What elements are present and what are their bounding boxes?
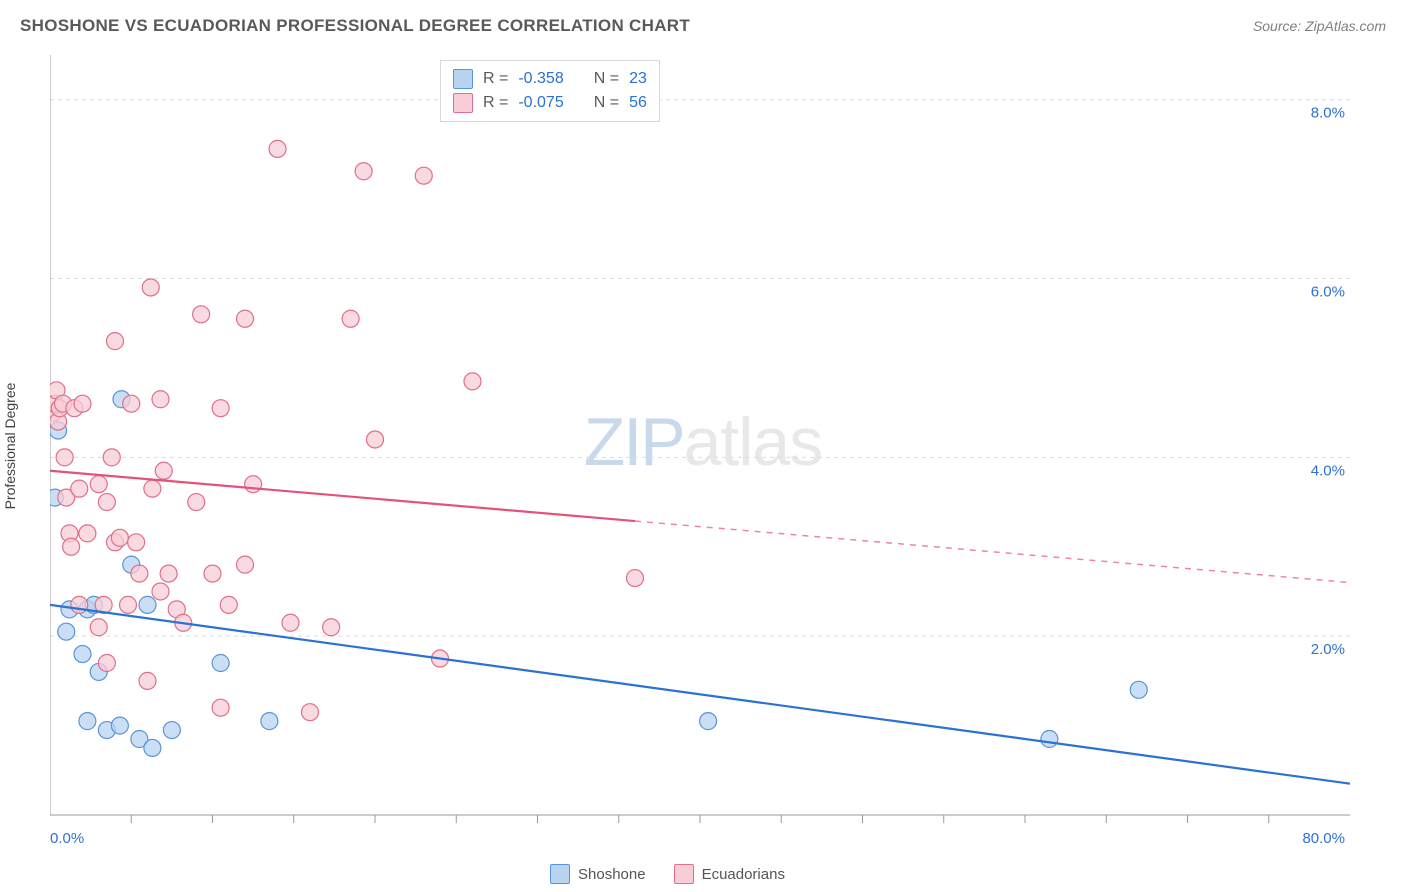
data-point-ecuadorians bbox=[237, 310, 254, 327]
stats-r-prefix: R = bbox=[483, 67, 508, 91]
stats-r-prefix-2: R = bbox=[483, 91, 508, 115]
data-point-ecuadorians bbox=[98, 494, 115, 511]
legend-label-shoshone: Shoshone bbox=[578, 866, 646, 883]
data-point-ecuadorians bbox=[63, 538, 80, 555]
data-point-ecuadorians bbox=[111, 529, 128, 546]
data-point-ecuadorians bbox=[464, 373, 481, 390]
data-point-shoshone bbox=[58, 623, 75, 640]
data-point-ecuadorians bbox=[107, 333, 124, 350]
data-point-shoshone bbox=[79, 713, 96, 730]
data-point-ecuadorians bbox=[204, 565, 221, 582]
stats-r-shoshone: -0.358 bbox=[518, 67, 563, 91]
data-point-shoshone bbox=[1041, 731, 1058, 748]
data-point-ecuadorians bbox=[627, 570, 644, 587]
data-point-ecuadorians bbox=[237, 556, 254, 573]
data-point-shoshone bbox=[111, 717, 128, 734]
chart-title: SHOSHONE VS ECUADORIAN PROFESSIONAL DEGR… bbox=[20, 16, 690, 36]
data-point-ecuadorians bbox=[367, 431, 384, 448]
legend-item-ecuadorians: Ecuadorians bbox=[674, 864, 785, 884]
data-point-ecuadorians bbox=[188, 494, 205, 511]
data-point-ecuadorians bbox=[128, 534, 145, 551]
data-point-ecuadorians bbox=[90, 476, 107, 493]
chart-source: Source: ZipAtlas.com bbox=[1253, 18, 1386, 34]
x-max-label: 80.0% bbox=[1302, 830, 1345, 847]
data-point-ecuadorians bbox=[323, 619, 340, 636]
data-point-shoshone bbox=[261, 713, 278, 730]
stats-n-prefix-2: N = bbox=[594, 91, 619, 115]
data-point-ecuadorians bbox=[160, 565, 177, 582]
data-point-ecuadorians bbox=[355, 163, 372, 180]
legend-swatch-ecuadorians bbox=[674, 864, 694, 884]
stats-n-prefix: N = bbox=[594, 67, 619, 91]
data-point-ecuadorians bbox=[131, 565, 148, 582]
data-point-ecuadorians bbox=[103, 449, 120, 466]
scatter-chart: 2.0% 4.0% 6.0% 8.0% 0.0% 80.0% bbox=[50, 55, 1390, 855]
data-point-ecuadorians bbox=[220, 596, 237, 613]
stats-r-ecuadorians: -0.075 bbox=[518, 91, 563, 115]
y-tick-label: 4.0% bbox=[1311, 462, 1345, 479]
data-point-shoshone bbox=[163, 722, 180, 739]
legend-swatch-shoshone bbox=[550, 864, 570, 884]
data-point-ecuadorians bbox=[342, 310, 359, 327]
stats-n-shoshone: 23 bbox=[629, 67, 647, 91]
x-min-label: 0.0% bbox=[50, 830, 84, 847]
data-point-ecuadorians bbox=[245, 476, 262, 493]
data-point-ecuadorians bbox=[90, 619, 107, 636]
data-point-ecuadorians bbox=[56, 449, 73, 466]
stats-swatch-ecuadorians bbox=[453, 93, 473, 113]
trend-line-shoshone bbox=[50, 605, 1350, 784]
data-point-ecuadorians bbox=[415, 167, 432, 184]
data-point-ecuadorians bbox=[144, 480, 161, 497]
data-point-ecuadorians bbox=[152, 583, 169, 600]
data-point-ecuadorians bbox=[212, 400, 229, 417]
chart-header: SHOSHONE VS ECUADORIAN PROFESSIONAL DEGR… bbox=[20, 16, 1386, 36]
data-point-ecuadorians bbox=[98, 655, 115, 672]
data-point-shoshone bbox=[212, 655, 229, 672]
data-point-ecuadorians bbox=[155, 462, 172, 479]
data-point-ecuadorians bbox=[74, 395, 91, 412]
data-point-ecuadorians bbox=[212, 699, 229, 716]
series-legend: Shoshone Ecuadorians bbox=[550, 864, 785, 884]
legend-label-ecuadorians: Ecuadorians bbox=[702, 866, 785, 883]
data-point-ecuadorians bbox=[120, 596, 137, 613]
data-point-ecuadorians bbox=[152, 391, 169, 408]
stats-row-shoshone: R = -0.358 N = 23 bbox=[453, 67, 647, 91]
data-point-ecuadorians bbox=[302, 704, 319, 721]
data-point-shoshone bbox=[1130, 681, 1147, 698]
stats-legend: R = -0.358 N = 23 R = -0.075 N = 56 bbox=[440, 60, 660, 122]
data-point-shoshone bbox=[700, 713, 717, 730]
stats-swatch-shoshone bbox=[453, 69, 473, 89]
data-point-shoshone bbox=[74, 646, 91, 663]
stats-n-ecuadorians: 56 bbox=[629, 91, 647, 115]
data-point-ecuadorians bbox=[142, 279, 159, 296]
data-point-ecuadorians bbox=[79, 525, 96, 542]
legend-item-shoshone: Shoshone bbox=[550, 864, 646, 884]
trend-line-ecuadorians bbox=[50, 471, 635, 521]
y-tick-label: 6.0% bbox=[1311, 284, 1345, 301]
y-tick-label: 2.0% bbox=[1311, 641, 1345, 658]
stats-row-ecuadorians: R = -0.075 N = 56 bbox=[453, 91, 647, 115]
data-point-ecuadorians bbox=[139, 672, 156, 689]
y-tick-label: 8.0% bbox=[1311, 105, 1345, 122]
data-point-ecuadorians bbox=[71, 480, 88, 497]
data-point-shoshone bbox=[139, 596, 156, 613]
data-point-ecuadorians bbox=[269, 140, 286, 157]
data-point-ecuadorians bbox=[193, 306, 210, 323]
y-axis-label: Professional Degree bbox=[2, 383, 18, 510]
data-point-ecuadorians bbox=[282, 614, 299, 631]
data-point-ecuadorians bbox=[123, 395, 140, 412]
trend-line-dashed-ecuadorians bbox=[635, 521, 1350, 582]
data-point-shoshone bbox=[144, 739, 161, 756]
